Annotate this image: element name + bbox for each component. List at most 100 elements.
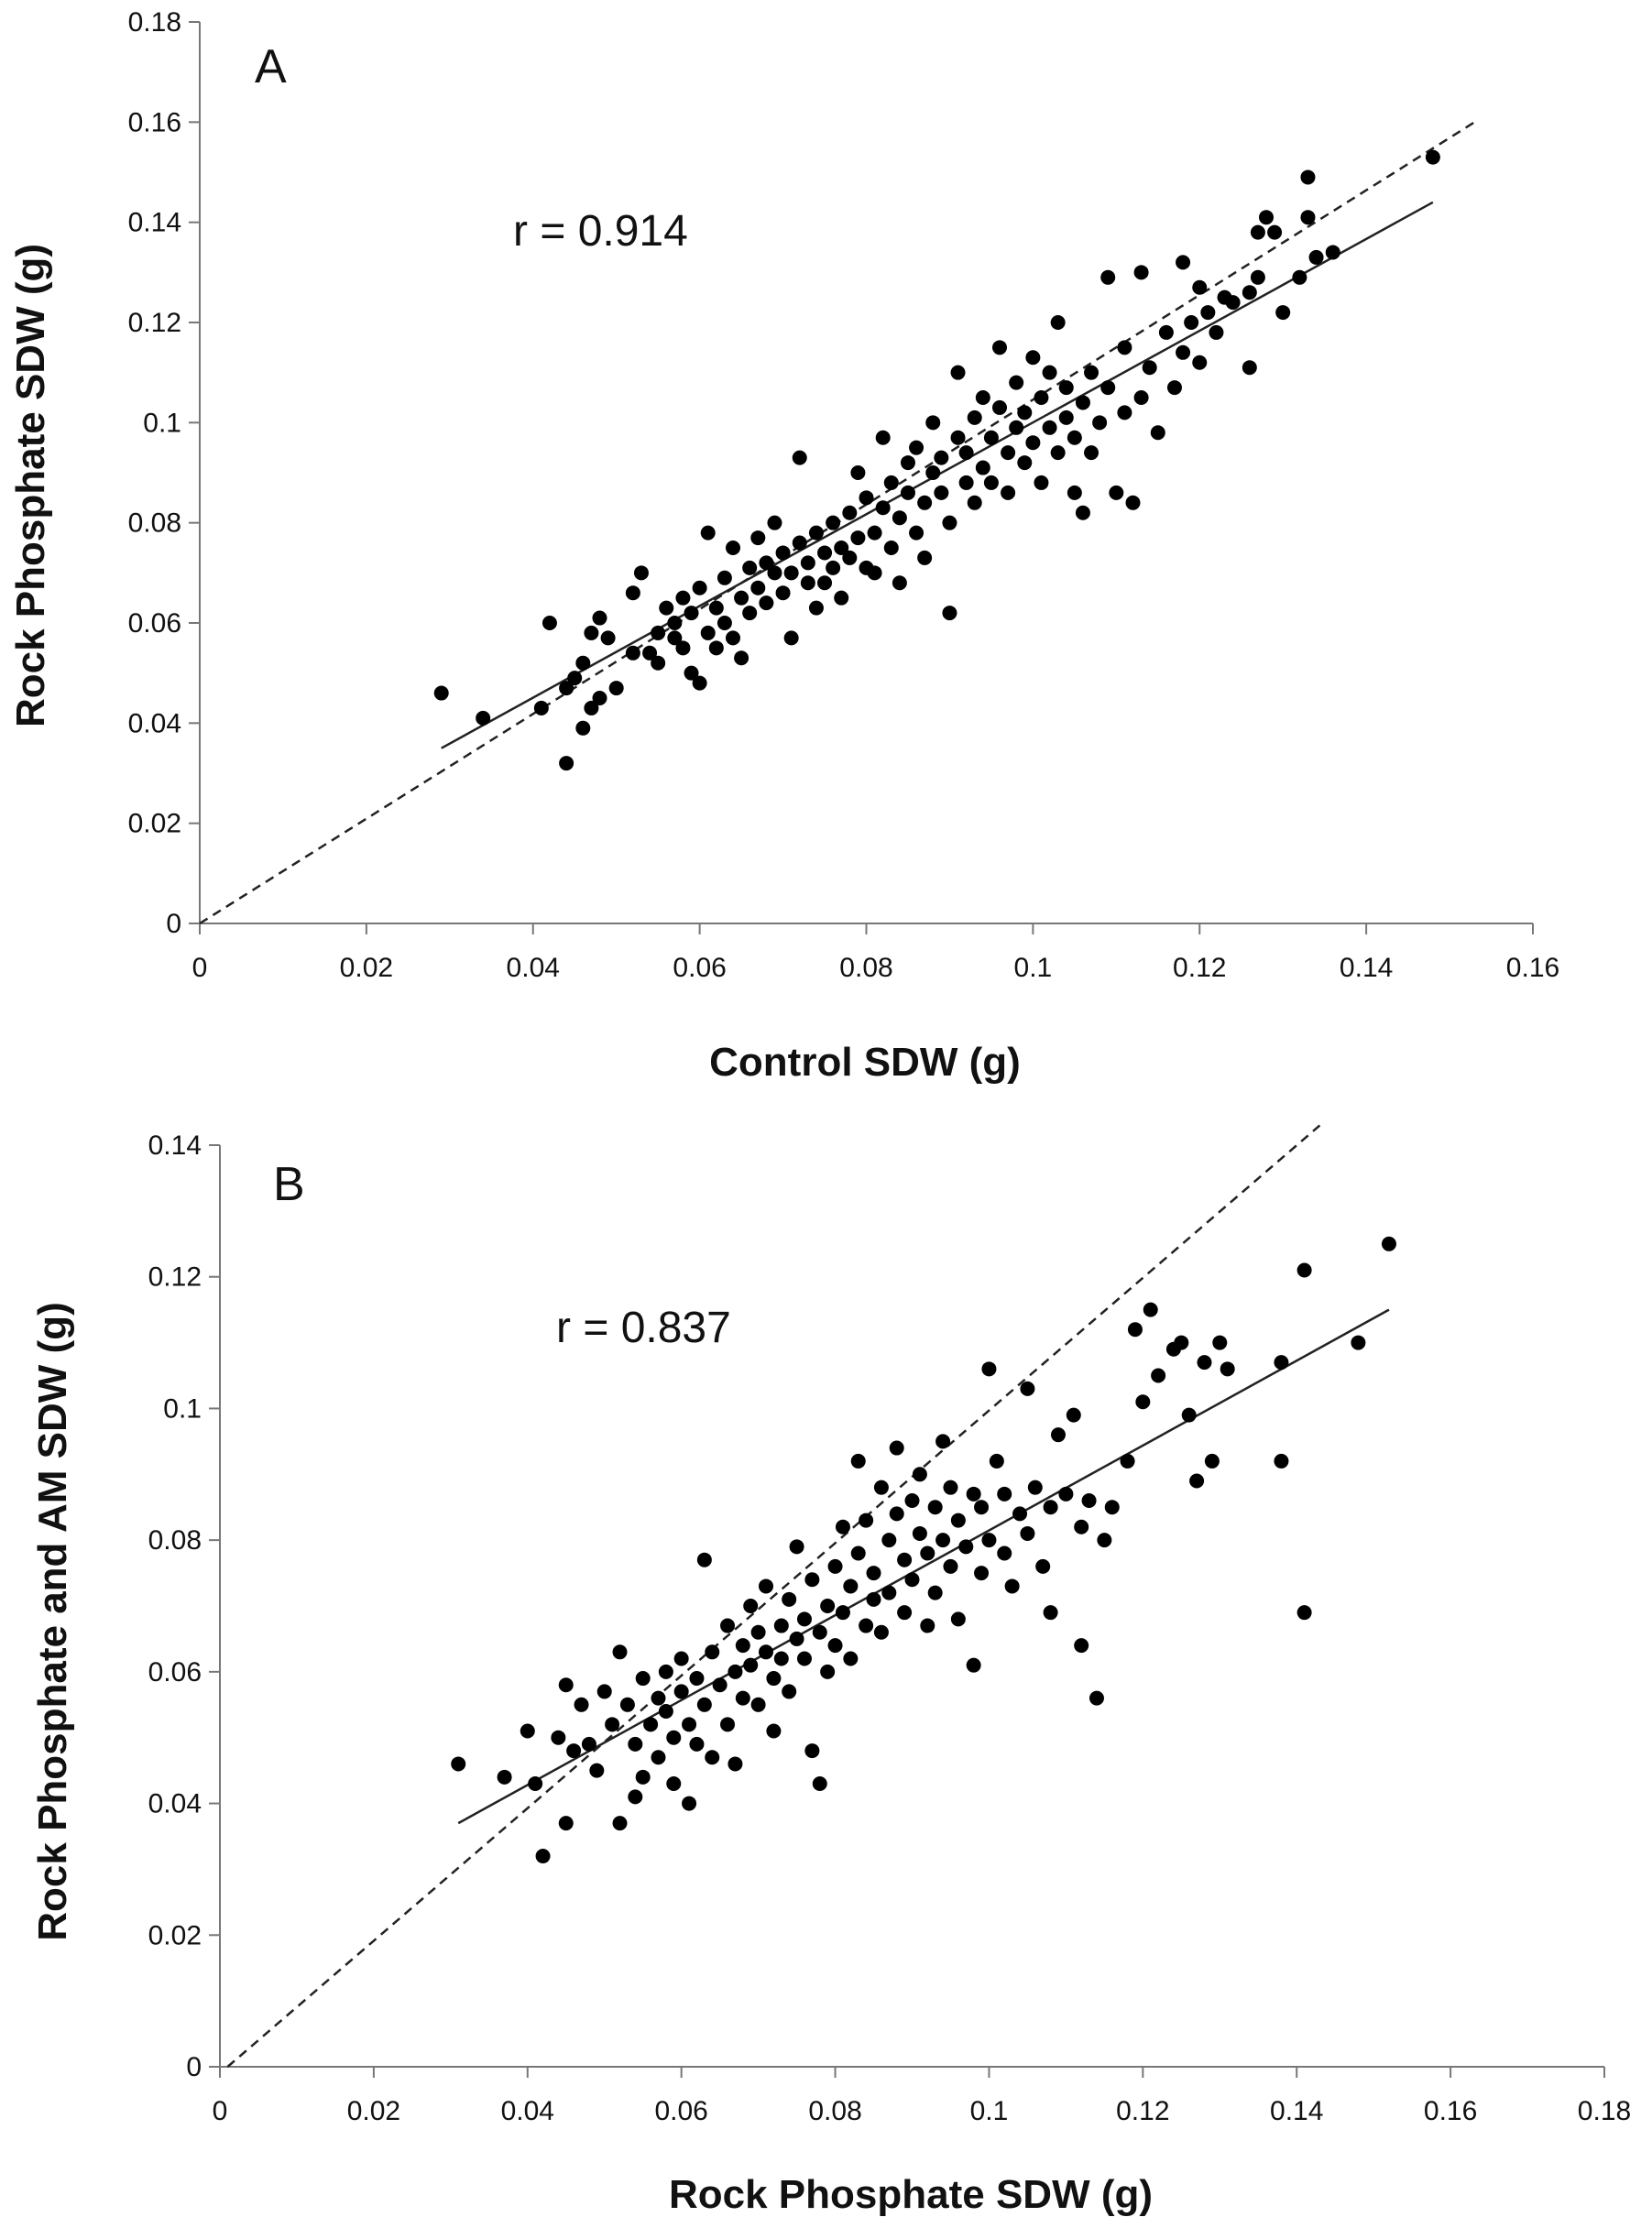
panel-b-y-tick-label: 0.08 xyxy=(148,1525,202,1556)
panel-b-data-point xyxy=(981,1361,997,1377)
panel-a-x-tick-label: 0.06 xyxy=(673,953,726,983)
panel-a-data-point xyxy=(717,570,732,585)
panel-b-data-point xyxy=(1151,1368,1166,1383)
panel-b-x-tick-label: 0.06 xyxy=(654,2096,707,2126)
panel-a-data-point xyxy=(850,530,866,546)
panel-b-data-point xyxy=(1043,1500,1058,1515)
panel-b-data-point xyxy=(735,1638,750,1654)
panel-b-data-point xyxy=(1104,1500,1120,1515)
panel-a-data-point xyxy=(917,550,933,565)
panel-a-y-tick-label: 0.12 xyxy=(128,308,181,338)
panel-b-data-point xyxy=(628,1789,643,1805)
panel-a-data-point xyxy=(1075,395,1090,410)
panel-a-data-point xyxy=(1017,405,1033,420)
panel-b-data-point xyxy=(528,1776,543,1792)
panel-b-data-point xyxy=(904,1572,920,1588)
panel-b-x-tick-label: 0.14 xyxy=(1270,2096,1323,2126)
panel-b-data-point xyxy=(619,1697,635,1712)
panel-b-data-point xyxy=(1035,1558,1051,1574)
panel-b-data-point xyxy=(497,1769,512,1785)
panel-b-data-point xyxy=(1058,1486,1074,1502)
panel-b-data-point xyxy=(1189,1473,1205,1489)
panel-b-x-tick-label: 0.16 xyxy=(1424,2096,1477,2126)
panel-a-data-point xyxy=(942,606,957,621)
panel-b-data-point xyxy=(451,1756,466,1772)
panel-a-data-point xyxy=(1166,380,1182,396)
panel-b-data-point xyxy=(766,1723,782,1739)
panel-b-data-point xyxy=(812,1776,827,1792)
panel-a-data-point xyxy=(900,455,915,471)
panel-a-data-point xyxy=(1084,445,1100,461)
panel-a-data-point xyxy=(1192,279,1208,295)
panel-b-data-point xyxy=(835,1519,850,1534)
panel-a-data-point xyxy=(742,606,758,621)
panel-b-y-tick-label: 0.06 xyxy=(148,1657,202,1687)
panel-a-data-point xyxy=(883,541,899,555)
panel-a-data-point xyxy=(1034,390,1049,405)
panel-b-data-point xyxy=(850,1545,866,1561)
panel-a-x-tick-label: 0 xyxy=(192,953,208,983)
panel-a-data-point xyxy=(651,625,666,640)
panel-a-data-point xyxy=(692,580,707,595)
panel-b-x-tick-label: 0.08 xyxy=(808,2096,861,2126)
panel-a-data-point xyxy=(983,475,999,490)
panel-a-data-point xyxy=(1100,380,1116,396)
panel-a-data-point xyxy=(692,675,707,691)
panel-a-data-point xyxy=(533,700,549,715)
panel-b-data-point xyxy=(643,1717,659,1732)
panel-b-data-point xyxy=(520,1723,535,1739)
panel-b-data-point xyxy=(889,1506,904,1522)
panel-a-x-tick-label: 0.14 xyxy=(1340,953,1393,983)
panel-a-data-point xyxy=(1067,485,1082,500)
panel-b-data-point xyxy=(1081,1493,1097,1509)
panel-a-data-point xyxy=(826,560,841,575)
panel-a-data-point xyxy=(625,585,640,601)
panel-b-data-point xyxy=(658,1664,673,1679)
panel-a-x-tick-label: 0.08 xyxy=(839,953,892,983)
panel-a: 0 0.02 0.04 0.06 0.08 0.1 0.12 0.14 0.16 0.18 0 0.0… xyxy=(8,7,1559,1085)
panel-b-data-point xyxy=(873,1480,889,1495)
panel-a-data-point xyxy=(934,450,949,465)
panel-b-y-tick-label: 0.14 xyxy=(148,1130,202,1161)
panel-a-y-tick-label: 0.02 xyxy=(128,809,181,839)
panel-a-data-point xyxy=(1100,269,1116,285)
panel-b-data-point xyxy=(773,1618,789,1633)
panel-b-data-point xyxy=(873,1624,889,1640)
panel-a-data-point xyxy=(817,575,833,591)
panel-a-data-point xyxy=(584,625,599,640)
panel-a-data-point xyxy=(842,505,858,520)
panel-a-data-point xyxy=(708,640,724,656)
panel-a-data-point xyxy=(750,530,766,546)
panel-a-data-point xyxy=(708,600,724,616)
panel-a-data-point xyxy=(808,600,824,616)
panel-b-data-point xyxy=(1074,1638,1089,1654)
panel-b-data-point xyxy=(612,1644,628,1660)
panel-b-letter: B xyxy=(273,1158,305,1211)
panel-b-data-point xyxy=(705,1644,720,1660)
panel-b-data-point xyxy=(574,1697,589,1712)
panel-a-data-point xyxy=(717,616,732,630)
panel-b-data-point xyxy=(696,1552,712,1567)
panel-a-data-point xyxy=(925,465,941,480)
panel-a-data-point xyxy=(1259,210,1274,225)
panel-a-data-point xyxy=(1209,324,1224,340)
panel-a-data-point xyxy=(559,756,574,771)
panel-a-data-point xyxy=(1117,340,1132,355)
panel-a-data-point xyxy=(1425,149,1440,165)
panel-b-data-point xyxy=(1066,1407,1081,1423)
panel-b-data-point xyxy=(935,1533,951,1548)
panel-b-data-point xyxy=(843,1651,859,1666)
panel-b-data-point xyxy=(1120,1453,1135,1469)
panel-a-data-point xyxy=(909,525,924,541)
panel-b-data-point xyxy=(881,1585,897,1600)
panel-b-data-point xyxy=(843,1578,859,1594)
panel-b-data-point xyxy=(827,1638,843,1654)
panel-b-y-tick-label: 0.12 xyxy=(148,1262,202,1293)
panel-a-data-point xyxy=(734,650,749,666)
panel-a-data-point xyxy=(667,616,683,630)
panel-a-data-point xyxy=(1050,315,1066,330)
panel-a-data-point xyxy=(600,630,616,646)
panel-a-data-point xyxy=(1200,305,1216,321)
panel-a-data-point xyxy=(567,671,583,686)
